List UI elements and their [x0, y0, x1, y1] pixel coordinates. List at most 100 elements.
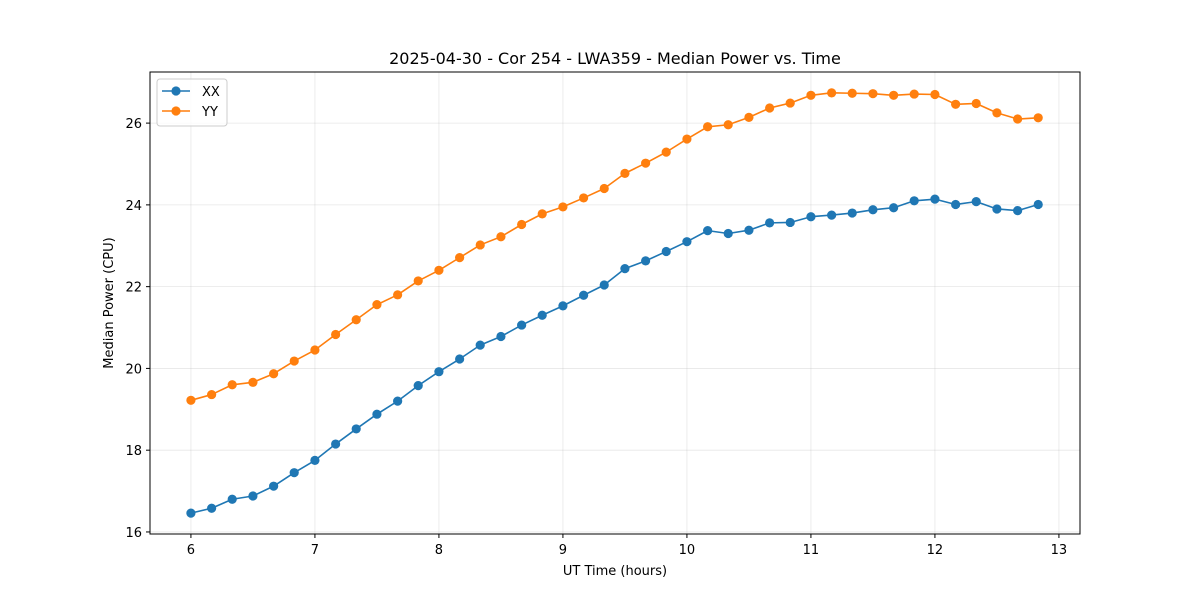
y-tick-label: 22 — [125, 281, 142, 296]
data-point-yy — [393, 290, 403, 300]
data-point-yy — [909, 89, 919, 99]
data-point-xx — [207, 503, 217, 513]
data-point-xx — [393, 396, 403, 406]
data-point-yy — [744, 112, 754, 122]
data-point-yy — [806, 90, 816, 100]
x-tick-label: 8 — [435, 543, 443, 558]
data-point-yy — [951, 99, 961, 109]
x-tick-label: 12 — [927, 543, 944, 558]
data-point-xx — [806, 212, 816, 222]
data-point-xx — [909, 196, 919, 206]
data-point-yy — [248, 377, 258, 387]
data-point-yy — [186, 395, 196, 405]
data-point-yy — [331, 329, 341, 340]
y-tick-label: 18 — [125, 444, 142, 459]
data-point-yy — [620, 168, 630, 178]
legend-marker-yy — [171, 106, 181, 116]
data-point-xx — [434, 367, 444, 377]
data-point-xx — [455, 354, 465, 364]
data-point-yy — [868, 89, 878, 99]
legend-marker-xx — [171, 86, 181, 96]
y-tick-label: 16 — [125, 526, 142, 541]
plot-frame — [149, 71, 1081, 535]
data-point-yy — [765, 103, 775, 113]
data-point-xx — [765, 218, 775, 228]
data-point-yy — [1013, 114, 1023, 124]
data-point-yy — [889, 90, 899, 100]
data-point-yy — [723, 120, 733, 130]
x-axis-label: UT Time (hours) — [563, 564, 667, 579]
data-point-xx — [269, 481, 279, 491]
data-point-yy — [599, 183, 609, 194]
y-axis-label: Median Power (CPU) — [102, 237, 117, 368]
data-point-yy — [785, 98, 795, 108]
data-point-yy — [579, 193, 589, 203]
data-point-yy — [269, 369, 279, 379]
data-point-xx — [310, 455, 320, 466]
data-point-xx — [331, 439, 341, 449]
data-point-xx — [1033, 199, 1043, 210]
data-point-xx — [579, 290, 589, 300]
data-point-xx — [992, 204, 1002, 214]
grid — [150, 72, 1080, 534]
x-tick-label: 11 — [803, 543, 820, 558]
data-point-yy — [537, 209, 547, 219]
x-tick-label: 7 — [311, 543, 319, 558]
y-tick-label: 24 — [125, 199, 142, 214]
data-point-xx — [558, 301, 568, 311]
data-point-yy — [558, 202, 568, 212]
data-point-yy — [517, 219, 527, 230]
chart-title: 2025-04-30 - Cor 254 - LWA359 - Median P… — [389, 49, 841, 68]
y-tick-label: 26 — [125, 117, 142, 132]
data-point-yy — [1033, 113, 1043, 123]
data-point-yy — [496, 232, 506, 242]
data-point-xx — [475, 340, 485, 350]
data-point-xx — [351, 424, 361, 434]
data-point-xx — [703, 226, 713, 236]
data-point-xx — [372, 409, 382, 419]
data-point-xx — [785, 217, 795, 228]
data-point-xx — [682, 237, 692, 247]
data-point-xx — [661, 246, 671, 257]
data-point-xx — [889, 203, 899, 213]
data-point-yy — [661, 147, 671, 157]
data-point-xx — [186, 508, 196, 518]
x-tick-label: 6 — [187, 543, 195, 558]
data-point-xx — [930, 194, 940, 204]
data-point-xx — [951, 199, 961, 210]
data-point-xx — [496, 331, 506, 342]
data-point-yy — [930, 89, 940, 100]
data-point-yy — [413, 276, 423, 286]
data-point-yy — [641, 158, 651, 168]
data-point-yy — [455, 253, 465, 263]
data-point-xx — [537, 310, 547, 320]
data-point-yy — [682, 134, 692, 144]
data-point-xx — [744, 225, 754, 235]
legend-label-yy: YY — [201, 105, 218, 120]
data-point-xx — [723, 228, 733, 239]
data-point-yy — [434, 265, 444, 275]
data-point-xx — [413, 380, 423, 391]
data-point-yy — [310, 345, 320, 355]
y-tick-label: 20 — [125, 362, 142, 377]
x-tick-label: 9 — [559, 543, 567, 558]
data-point-yy — [372, 300, 382, 310]
data-point-yy — [227, 380, 237, 390]
x-tick-label: 10 — [679, 543, 696, 558]
axis-ticks: 6 7 8 9 10 11 12 13 16 18 20 22 24 26 — [125, 117, 1067, 558]
legend-label-xx: XX — [202, 85, 220, 100]
x-tick-label: 13 — [1051, 543, 1068, 558]
data-point-xx — [227, 494, 237, 504]
data-point-yy — [289, 356, 299, 366]
legend: XX YY — [156, 78, 228, 127]
data-point-xx — [827, 210, 837, 220]
data-point-yy — [207, 389, 217, 400]
data-point-xx — [868, 205, 878, 215]
data-point-yy — [827, 88, 837, 98]
series-layer — [186, 88, 1043, 518]
data-point-xx — [1013, 206, 1023, 216]
data-point-xx — [517, 320, 527, 330]
data-point-xx — [847, 208, 857, 218]
data-point-yy — [992, 108, 1002, 118]
